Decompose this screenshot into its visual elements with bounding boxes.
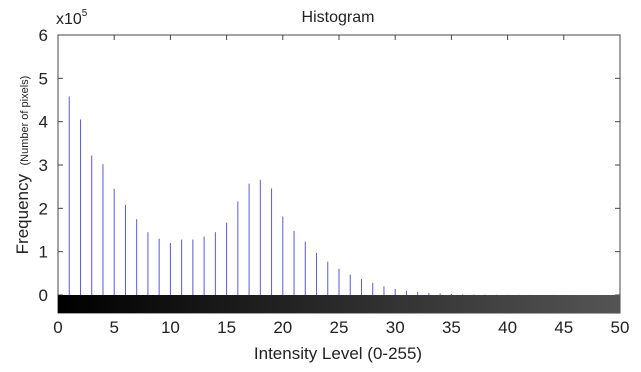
- y-tick-label: 6: [39, 26, 48, 45]
- x-tick-label: 30: [386, 318, 405, 337]
- intensity-colorbar: [58, 295, 620, 313]
- y-multiplier-base: x10: [56, 11, 82, 28]
- x-tick-label: 5: [109, 318, 118, 337]
- y-tick-label: 5: [39, 69, 48, 88]
- histogram-bars: [68, 96, 610, 295]
- y-tick-label: 0: [39, 286, 48, 305]
- x-tick-label: 40: [498, 318, 517, 337]
- y-tick-label: 3: [39, 156, 48, 175]
- y-multiplier-exponent: 5: [82, 8, 88, 19]
- y-tick-label: 4: [39, 113, 48, 132]
- x-axis-ticks: 0 5 10 15 20 25 30 35 40 45 50: [53, 35, 629, 337]
- x-tick-label: 0: [53, 318, 62, 337]
- chart-title: Histogram: [302, 9, 375, 26]
- x-tick-label: 15: [217, 318, 236, 337]
- x-tick-label: 25: [330, 318, 349, 337]
- x-tick-label: 20: [273, 318, 292, 337]
- y-tick-label: 1: [39, 243, 48, 262]
- y-tick-label: 2: [39, 199, 48, 218]
- x-axis-label: Intensity Level (0-255): [254, 344, 422, 363]
- x-tick-label: 35: [442, 318, 461, 337]
- x-tick-label: 10: [161, 318, 180, 337]
- x-tick-label: 50: [611, 318, 630, 337]
- y-axis-label: Frequency (Number of pixels): [13, 76, 32, 255]
- y-multiplier: x105: [56, 8, 88, 28]
- x-tick-label: 45: [554, 318, 573, 337]
- y-axis-label-note: (Number of pixels): [19, 76, 31, 166]
- y-axis-label-main: Frequency: [13, 174, 32, 255]
